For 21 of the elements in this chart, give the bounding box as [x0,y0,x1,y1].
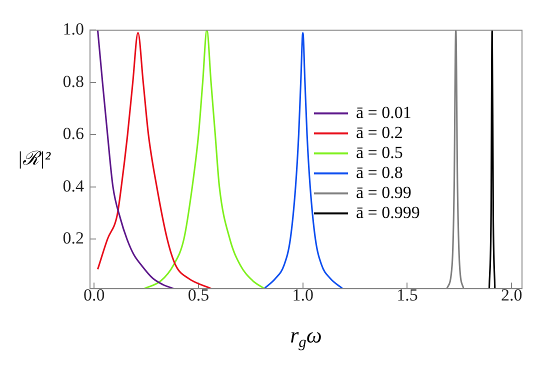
line-series [96,30,174,289]
legend-label: ā = 0.99 [356,182,412,202]
y-tick-label: 0.2 [62,228,84,248]
legend-label: ā = 0.8 [356,162,403,182]
line-series [96,32,212,289]
x-tick-label: 0.5 [188,285,210,304]
legend-label: ā = 0.5 [356,142,403,162]
legend-label: ā = 0.999 [356,202,420,222]
y-tick-label: 0.6 [62,124,84,144]
line-series [143,30,266,289]
y-tick-label: 0.4 [62,176,84,196]
y-axis-title: |ℛ|² [17,148,51,170]
line-series [263,32,344,289]
x-tick-label: 0.0 [84,285,105,304]
y-tick-label: 0.8 [62,72,84,91]
legend-label: ā = 0.2 [356,122,403,142]
legend-label: ā = 0.01 [356,102,412,122]
x-tick-label: 1.5 [396,285,418,304]
x-tick-label: 1.0 [292,285,314,304]
y-tick-label: 1.0 [62,20,84,39]
x-tick-label: 2.0 [500,285,522,304]
